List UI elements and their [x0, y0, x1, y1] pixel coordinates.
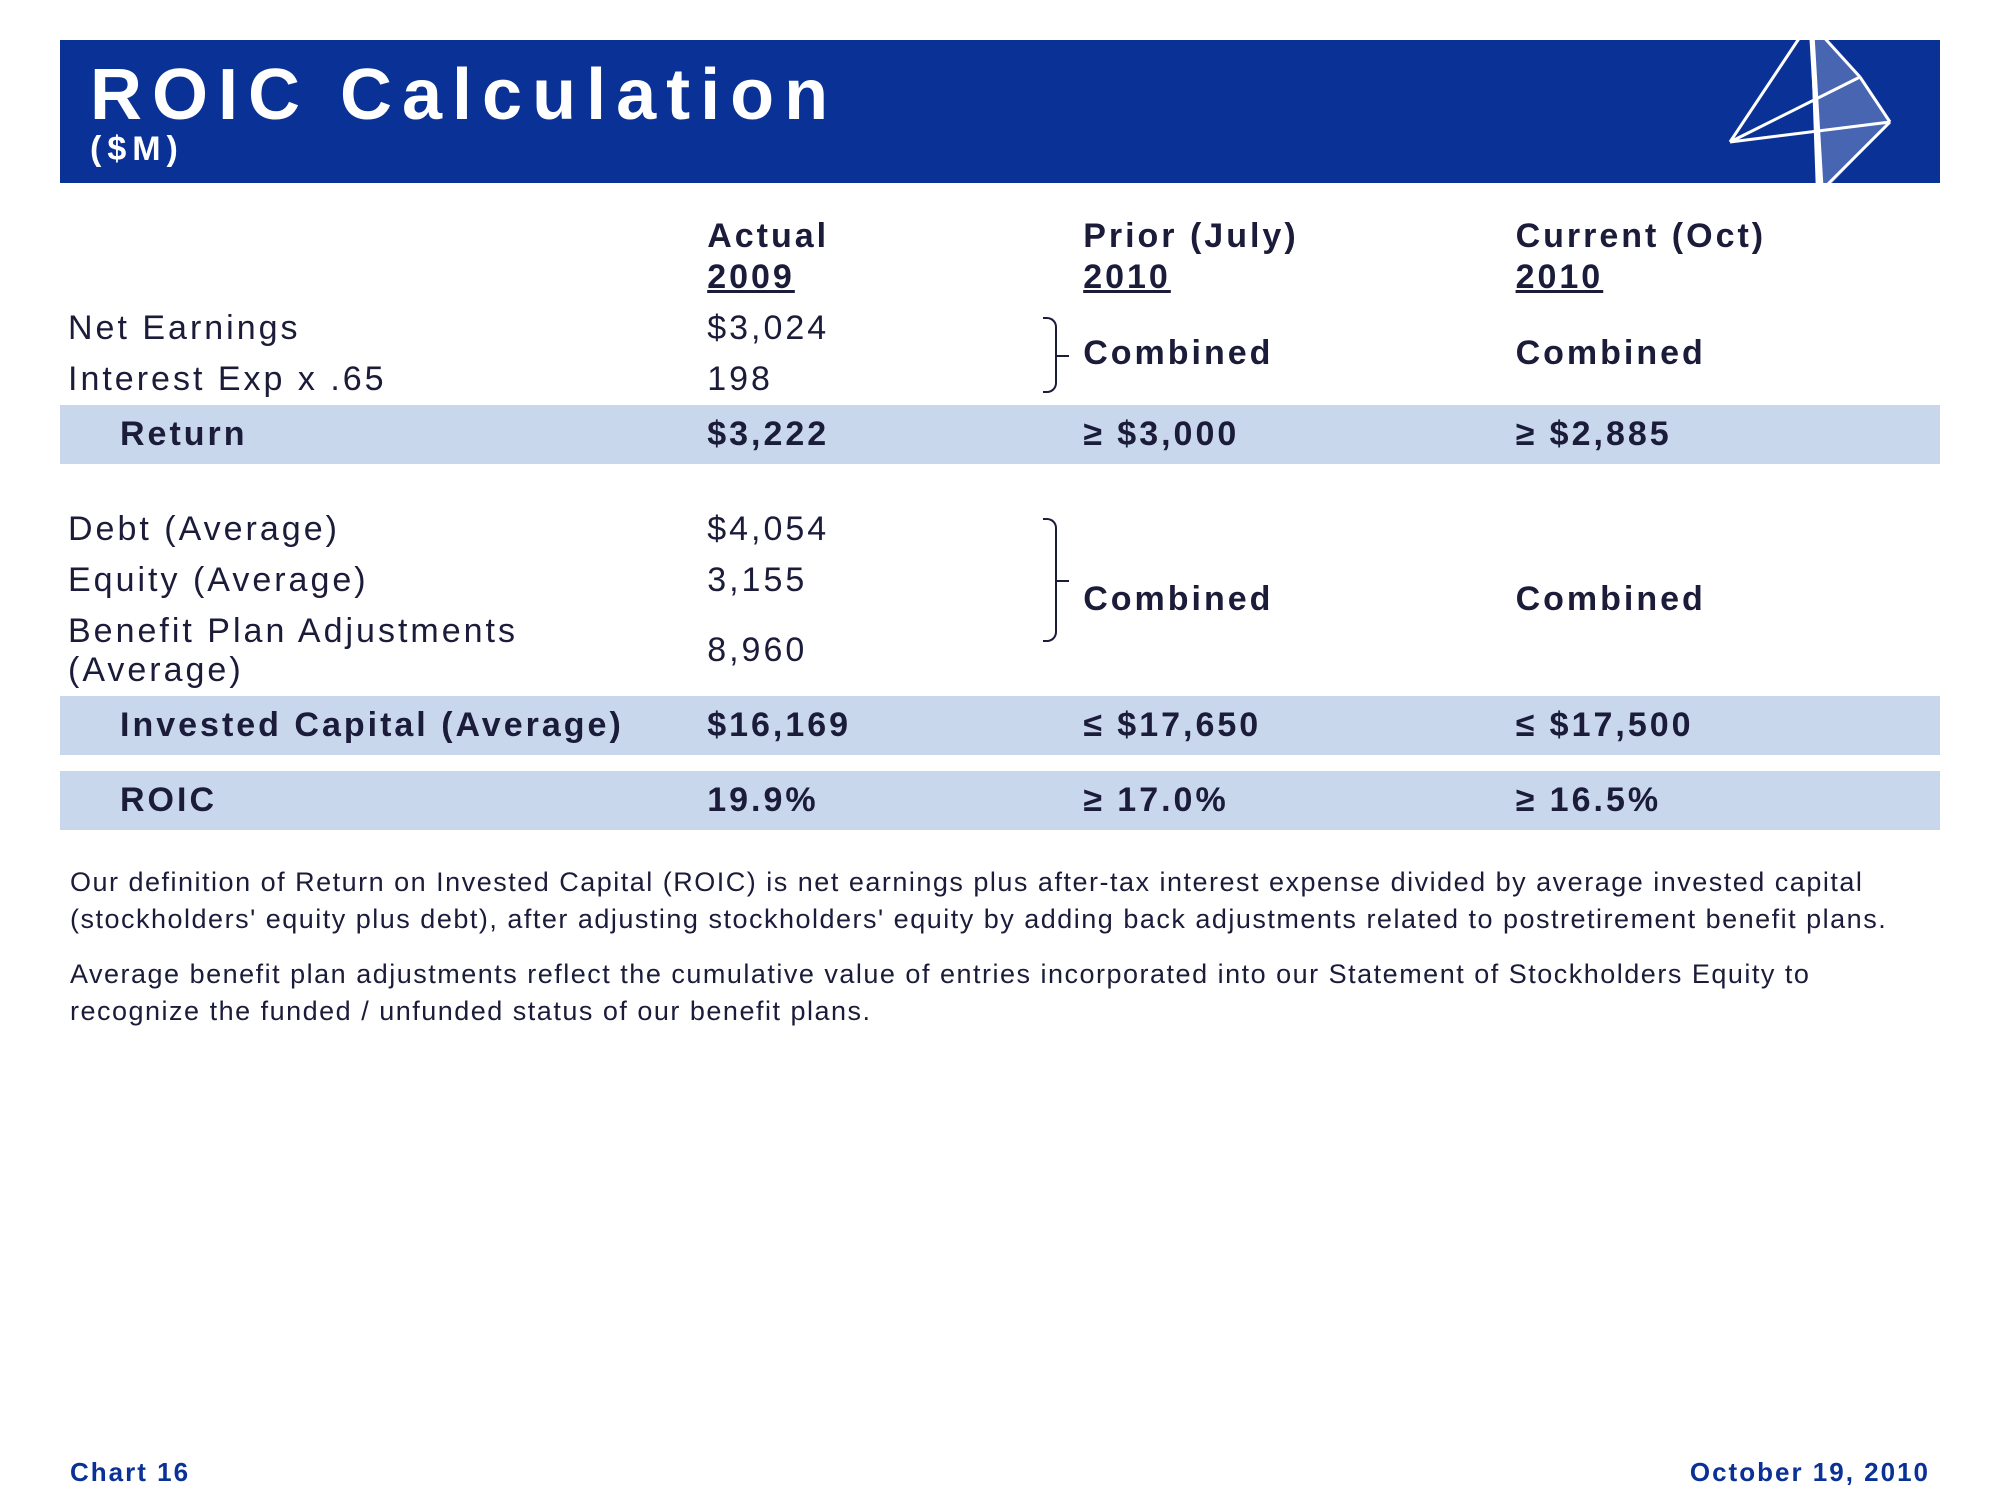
row-return: Return $3,222 ≥ $3,000 ≥ $2,885: [60, 405, 1940, 464]
row-roic: ROIC 19.9% ≥ 17.0% ≥ 16.5%: [60, 771, 1940, 830]
benefit-label: Benefit Plan Adjustments (Average): [60, 606, 699, 696]
slide-units: ($M): [90, 130, 1910, 169]
net-earnings-label: Net Earnings: [60, 303, 699, 354]
debt-actual: $4,054: [699, 504, 1075, 555]
invested-label: Invested Capital (Average): [60, 696, 699, 755]
footnotes: Our definition of Return on Invested Cap…: [60, 864, 1940, 1031]
col-actual-header: Actual 2009: [699, 211, 1075, 303]
roic-actual: 19.9%: [699, 771, 1075, 830]
footnote-1: Our definition of Return on Invested Cap…: [70, 864, 1930, 939]
interest-exp-actual: 198: [699, 354, 1075, 405]
col-current-header: Current (Oct) 2010: [1508, 211, 1940, 303]
equity-label: Equity (Average): [60, 555, 699, 606]
row-invested-capital: Invested Capital (Average) $16,169 ≤ $17…: [60, 696, 1940, 755]
invested-prior: ≤ $17,650: [1075, 696, 1507, 755]
return-actual: $3,222: [699, 405, 1075, 464]
row-debt: Debt (Average) $4,054 Combined Combined: [60, 504, 1940, 555]
slide-title: ROIC Calculation: [90, 58, 1910, 134]
title-bar: ROIC Calculation ($M): [60, 40, 1940, 183]
roic-current: ≥ 16.5%: [1508, 771, 1940, 830]
equity-actual: 3,155: [699, 555, 1075, 606]
combined-1-prior: Combined: [1075, 303, 1507, 405]
slide-footer: Chart 16 October 19, 2010: [70, 1457, 1930, 1488]
combined-2-prior: Combined: [1075, 504, 1507, 696]
return-current: ≥ $2,885: [1508, 405, 1940, 464]
col-prior-header: Prior (July) 2010: [1075, 211, 1507, 303]
roic-table: Actual 2009 Prior (July) 2010 Current (O…: [60, 211, 1940, 830]
chart-number: Chart 16: [70, 1457, 190, 1488]
debt-label: Debt (Average): [60, 504, 699, 555]
slide-container: ROIC Calculation ($M) Actual 2009 Prior …: [0, 0, 2000, 1500]
benefit-actual: 8,960: [699, 606, 1075, 696]
roic-label: ROIC: [60, 771, 699, 830]
combined-2-current: Combined: [1508, 504, 1940, 696]
return-prior: ≥ $3,000: [1075, 405, 1507, 464]
roic-prior: ≥ 17.0%: [1075, 771, 1507, 830]
net-earnings-actual: $3,024: [699, 303, 1075, 354]
invested-actual: $16,169: [699, 696, 1075, 755]
invested-current: ≤ $17,500: [1508, 696, 1940, 755]
return-label: Return: [60, 405, 699, 464]
footer-date: October 19, 2010: [1690, 1457, 1930, 1488]
table-header-row: Actual 2009 Prior (July) 2010 Current (O…: [60, 211, 1940, 303]
star-logo-icon: [1710, 12, 1910, 202]
row-net-earnings: Net Earnings $3,024 Combined Combined: [60, 303, 1940, 354]
interest-exp-label: Interest Exp x .65: [60, 354, 699, 405]
combined-1-current: Combined: [1508, 303, 1940, 405]
footnote-2: Average benefit plan adjustments reflect…: [70, 956, 1930, 1031]
